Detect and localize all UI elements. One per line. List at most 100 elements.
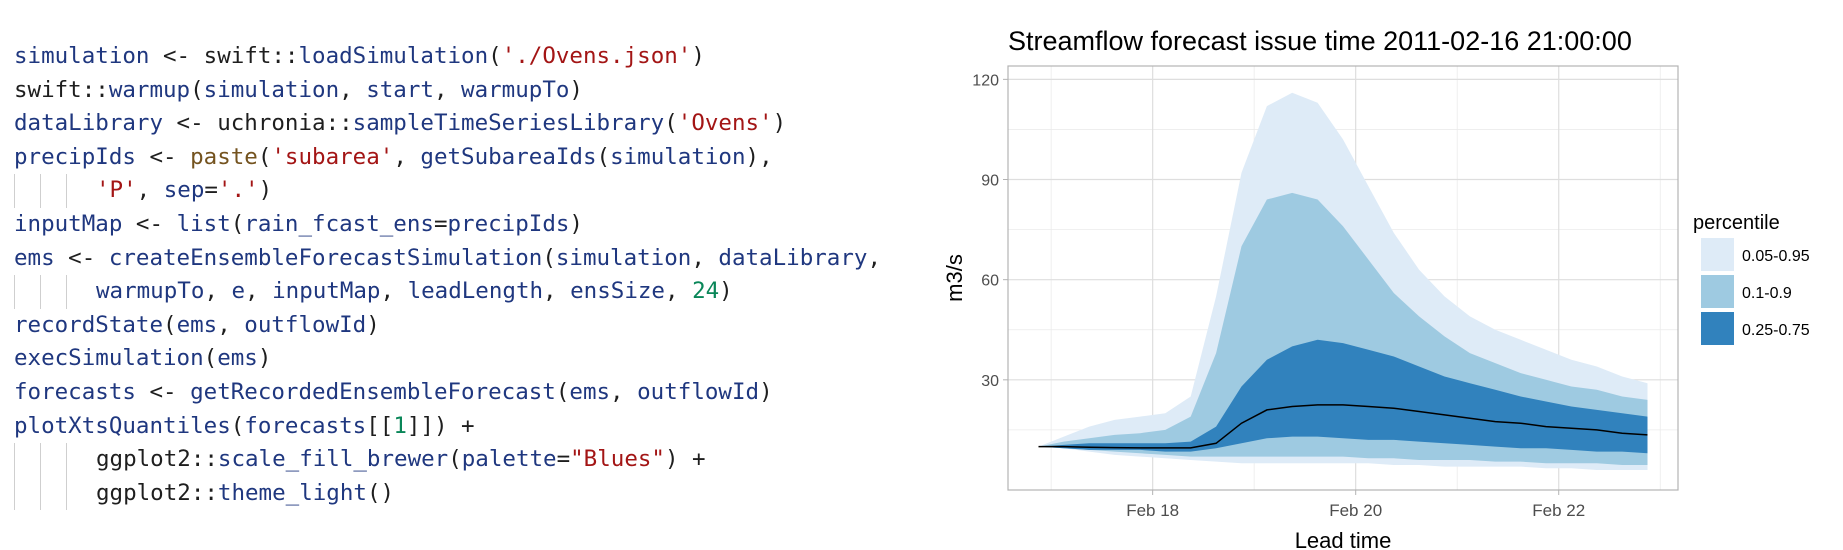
code-token: execSimulation: [14, 345, 204, 372]
code-token: outflowId: [637, 379, 760, 405]
axis-ticks: 30 60 90 120 Feb 18 Feb 20 Feb 22: [972, 72, 1585, 520]
code-token: <-: [149, 43, 204, 69]
code-token: start: [366, 76, 434, 103]
code-token: (: [596, 143, 611, 170]
code-token: list: [176, 211, 231, 237]
code-line: simulation <- swift::loadSimulation('./O…: [14, 40, 705, 72]
code-token: ): [664, 446, 679, 473]
code-token: ): [366, 311, 380, 338]
code-token: simulation: [14, 43, 150, 69]
indent-guide: [14, 476, 15, 511]
code-token: scale_fill_brewer: [217, 446, 449, 473]
median-line-group: [1038, 404, 1648, 449]
code-token: inputMap: [272, 278, 381, 305]
legend-key: [1701, 238, 1734, 271]
code-token: ,: [136, 177, 164, 204]
code-token: ]]): [406, 412, 448, 439]
indent-guide: [14, 443, 15, 477]
code-token: warmupTo: [96, 278, 205, 305]
code-token: recordState: [14, 311, 164, 338]
code-token: ::: [190, 446, 218, 473]
code-token: <-: [163, 110, 218, 137]
code-token: 'Ovens': [677, 110, 773, 137]
code-token: simulation: [203, 76, 340, 103]
code-token: precipIds: [447, 211, 570, 237]
code-token: <-: [122, 211, 177, 237]
code-token: ): [759, 379, 773, 405]
code-line: forecasts <- getRecordedEnsembleForecast…: [14, 376, 773, 408]
code-token: ,: [393, 143, 421, 170]
code-token: (): [366, 479, 395, 506]
chart-svg: Streamflow forecast issue time 2011-02-1…: [942, 26, 1810, 550]
code-token: 1: [393, 412, 407, 439]
code-token: ::: [190, 479, 218, 506]
code-token: ): [569, 76, 583, 103]
code-token: =: [433, 211, 448, 237]
x-tick-label: Feb 20: [1329, 501, 1382, 520]
code-token: 24: [692, 278, 720, 305]
code-token: sep: [163, 177, 205, 204]
code-token: plotXtsQuantiles: [14, 412, 231, 439]
code-token: (: [230, 412, 245, 439]
code-token: e: [231, 278, 246, 305]
code-token: palette: [461, 446, 557, 473]
x-tick-label: Feb 22: [1532, 501, 1585, 520]
code-token: ,: [867, 244, 881, 271]
code-token: './Ovens.json': [501, 43, 692, 69]
code-token: ggplot2: [96, 479, 191, 506]
indent-guide: [66, 443, 67, 477]
code-token: paste: [190, 143, 258, 170]
code-token: 'subarea': [271, 143, 394, 170]
code-token: warmupTo: [461, 76, 570, 103]
legend: percentile 0.05-0.95 0.1-0.9 0.25-0.75: [1693, 212, 1810, 345]
code-token: ): [257, 345, 272, 372]
code-line: plotXtsQuantiles(forecasts[[1]]) +: [14, 410, 475, 442]
code-token: inputMap: [14, 211, 123, 237]
code-token: ,: [543, 278, 571, 305]
code-line: precipIds <- paste('subarea', getSubarea…: [14, 141, 773, 173]
legend-label: 0.05-0.95: [1742, 248, 1810, 265]
code-token: dataLibrary: [718, 244, 868, 271]
indent-guide: [14, 174, 15, 208]
code-token: ggplot2: [96, 446, 191, 473]
code-token: ems: [176, 311, 218, 338]
legend-label: 0.1-0.9: [1742, 285, 1792, 302]
code-token: loadSimulation: [298, 43, 489, 69]
code-token: ,: [245, 278, 273, 305]
code-token: =: [556, 446, 571, 473]
code-editor: simulation <- swift::loadSimulation( './O…: [0, 40, 910, 520]
indent-guide: [40, 476, 41, 511]
code-line: ggplot2::scale_fill_brewer(palette="Blue…: [96, 443, 706, 475]
code-line: 'P', sep='.'): [96, 174, 272, 206]
code-line: ems <- createEnsembleForecastSimulation(…: [14, 242, 881, 274]
code-token: simulation: [555, 244, 692, 271]
median-line: [1038, 404, 1648, 449]
x-axis-label: Lead time: [1295, 528, 1392, 550]
code-token: theme_light: [217, 479, 367, 506]
code-token: ,: [380, 278, 408, 305]
code-token: <-: [135, 143, 191, 170]
code-token: getSubareaIds: [420, 143, 597, 170]
code-token: warmup: [108, 76, 191, 103]
code-line: warmupTo, e, inputMap, leadLength, ensSi…: [96, 275, 733, 307]
code-token: ems: [14, 244, 55, 271]
code-token: (: [542, 244, 556, 271]
code-token: swift: [14, 76, 82, 103]
code-token: forecasts: [14, 379, 136, 405]
code-token: leadLength: [407, 278, 544, 305]
code-token: (: [203, 345, 218, 372]
code-token: (: [257, 143, 272, 170]
code-token: +: [678, 446, 706, 473]
y-tick-label: 30: [981, 373, 999, 390]
code-token: getRecordedEnsembleForecast: [190, 379, 556, 405]
code-token: "Blues": [570, 446, 665, 473]
code-token: precipIds: [14, 143, 136, 170]
legend-title: percentile: [1693, 212, 1780, 234]
code-token: ems: [569, 379, 611, 405]
code-token: simulation: [610, 143, 746, 170]
code-token: [[: [366, 412, 394, 439]
y-tick-label: 90: [981, 173, 999, 190]
code-token: uchronia: [217, 110, 326, 137]
code-token: =: [204, 177, 218, 204]
code-token: ::: [271, 43, 299, 69]
